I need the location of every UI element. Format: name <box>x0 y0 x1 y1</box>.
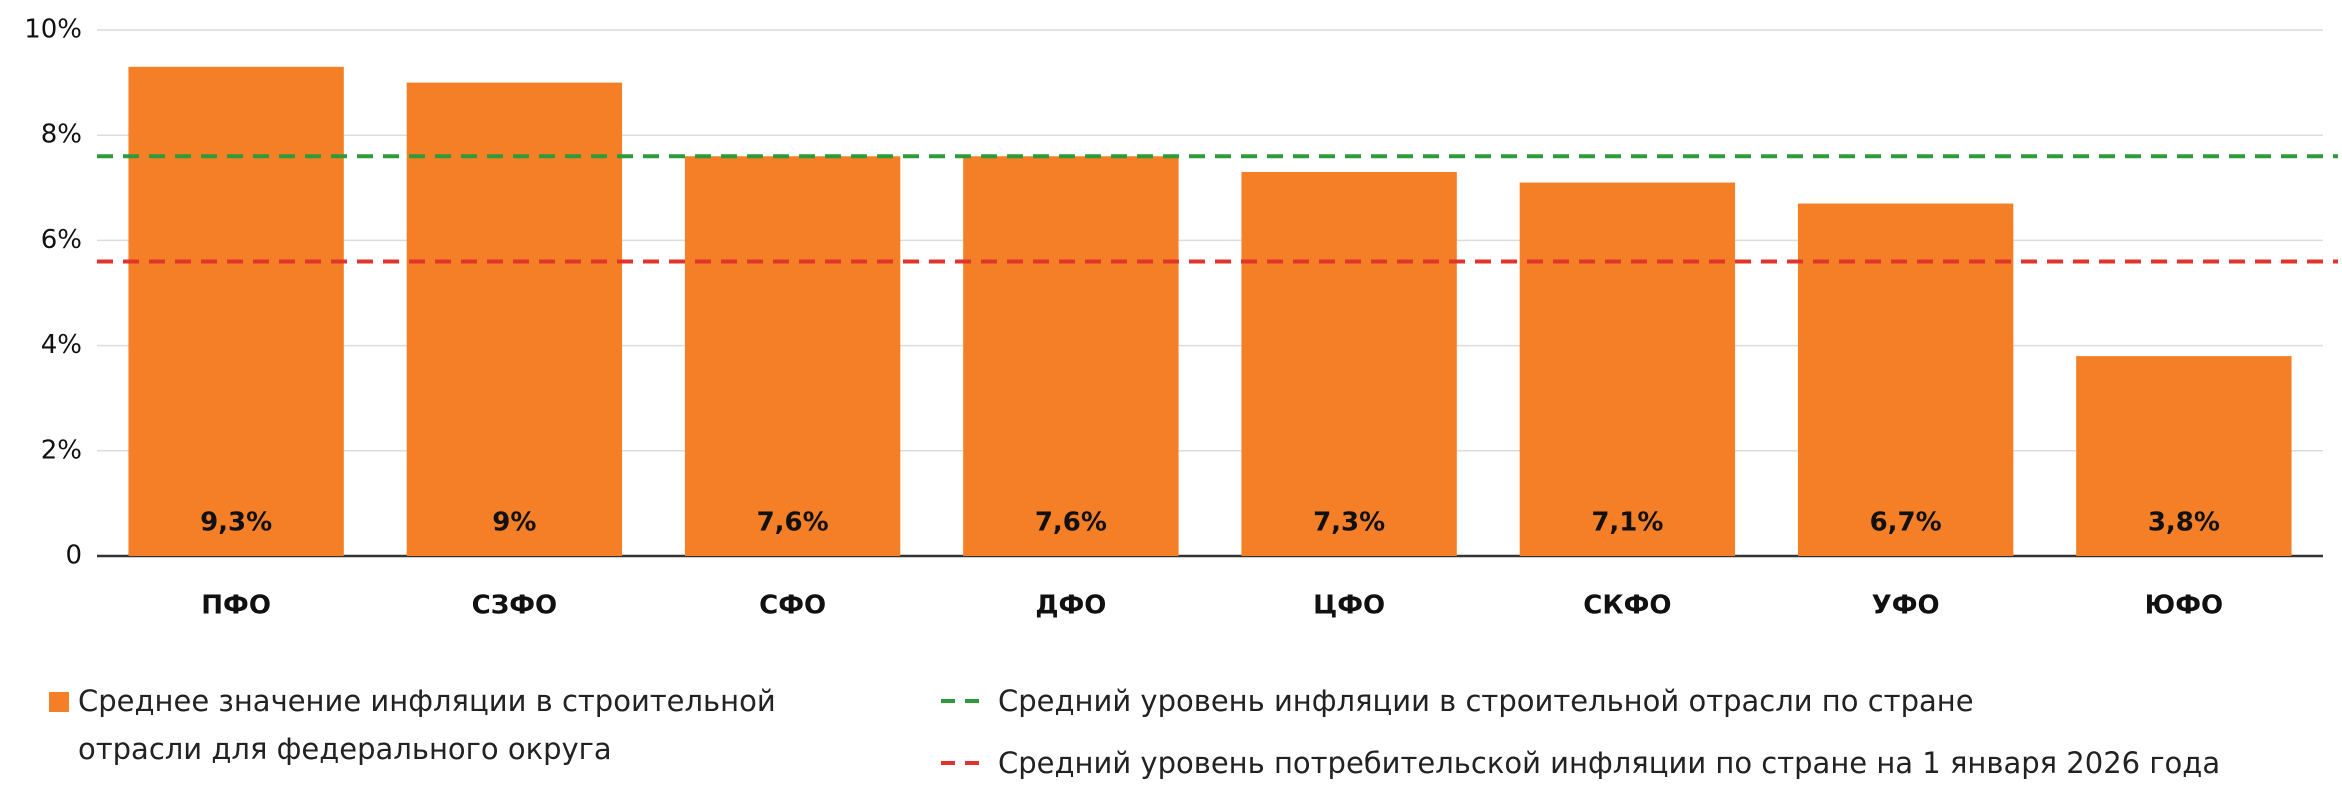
x-tick-label: СЗФО <box>472 591 557 621</box>
x-tick-label: ЮФО <box>2145 591 2223 621</box>
value-label: 9,3% <box>200 508 272 538</box>
legend-dash <box>941 699 981 703</box>
x-tick-label: ДФО <box>1035 591 1106 621</box>
value-label: 7,1% <box>1591 508 1663 538</box>
x-tick-label: СФО <box>759 591 826 621</box>
bar <box>1519 182 1736 557</box>
value-label: 7,6% <box>757 508 829 538</box>
y-tick-label: 10% <box>24 15 82 45</box>
x-tick-label: СКФО <box>1583 591 1671 621</box>
y-tick-label: 6% <box>41 225 82 255</box>
legend-label: Среднее значение инфляции в строительной… <box>78 684 776 766</box>
x-tick-label: ПФО <box>201 591 271 621</box>
y-tick-label: 8% <box>41 120 82 150</box>
bar <box>1797 203 2014 556</box>
bar <box>128 66 344 556</box>
value-label: 3,8% <box>2148 508 2220 538</box>
x-tick-label: ЦФО <box>1313 591 1385 621</box>
y-tick-label: 4% <box>41 330 82 360</box>
y-tick-label: 0 <box>65 541 82 571</box>
bar <box>684 156 901 557</box>
legend-label: Средний уровень инфляции в строительной … <box>998 684 1974 718</box>
legend-dash <box>941 761 981 765</box>
legend-swatch <box>49 692 69 712</box>
bar <box>406 82 623 556</box>
bar <box>963 156 1179 557</box>
bar <box>1241 172 1457 556</box>
y-tick-label: 2% <box>41 435 82 465</box>
value-label: 6,7% <box>1870 508 1942 538</box>
value-label: 9% <box>492 508 536 538</box>
legend-label: Средний уровень потребительской инфляции… <box>998 746 2221 780</box>
x-tick-label: УФО <box>1872 591 1940 621</box>
value-label: 7,3% <box>1313 508 1385 538</box>
bar <box>2076 356 2292 556</box>
value-label: 7,6% <box>1035 508 1107 538</box>
